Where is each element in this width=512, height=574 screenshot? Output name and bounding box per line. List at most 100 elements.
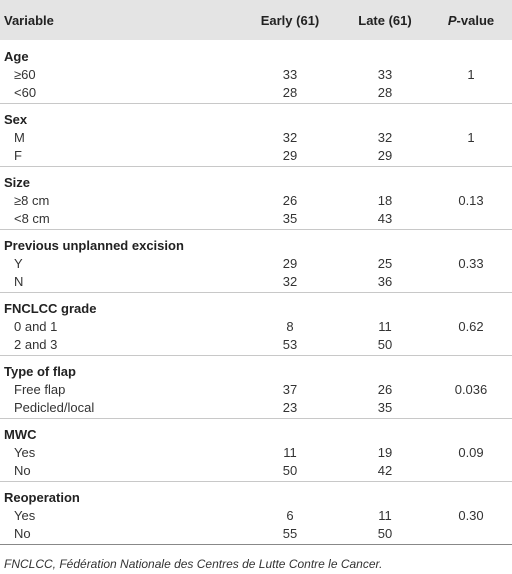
- data-row: M 32 32 1: [0, 128, 512, 147]
- early-cell: 11: [283, 445, 297, 460]
- row-label: No: [0, 525, 240, 545]
- data-row: No 50 42: [0, 462, 512, 482]
- empty-cell: [430, 273, 512, 293]
- data-row: Yes 6 11 0.30: [0, 506, 512, 525]
- footnote: FNCLCC, Fédération Nationale des Centres…: [4, 557, 383, 571]
- late-cell: 50: [340, 336, 430, 356]
- group-label: Size: [4, 175, 31, 190]
- data-row: <8 cm 35 43: [0, 210, 512, 230]
- p-value-cell: 0.33: [458, 256, 484, 271]
- group-row: Size: [0, 166, 512, 191]
- p-value-cell: 0.09: [458, 445, 484, 460]
- late-cell: 33: [377, 67, 393, 82]
- late-cell: 29: [340, 147, 430, 167]
- row-label: M: [14, 130, 25, 145]
- early-cell: 6: [286, 508, 294, 523]
- empty-cell: [430, 210, 512, 230]
- row-label: No: [0, 462, 240, 482]
- empty-cell: [430, 399, 512, 419]
- late-cell: 18: [377, 193, 393, 208]
- empty-cell: [430, 462, 512, 482]
- row-label: <60: [0, 84, 240, 104]
- early-cell: 32: [282, 130, 298, 145]
- group-label: Previous unplanned excision: [4, 238, 184, 253]
- p-value-cell: 1: [467, 130, 475, 145]
- late-cell: 11: [378, 319, 392, 334]
- group-label: MWC: [4, 427, 37, 442]
- early-cell: 32: [240, 273, 340, 293]
- group-row: Previous unplanned excision: [0, 229, 512, 254]
- late-cell: 19: [377, 445, 393, 460]
- group-label: FNCLCC grade: [4, 301, 97, 316]
- early-cell: 35: [240, 210, 340, 230]
- early-cell: 33: [282, 67, 298, 82]
- p-value-cell: 0.62: [458, 319, 484, 334]
- header-cell: Variable: [4, 12, 54, 28]
- data-row: No 55 50: [0, 525, 512, 545]
- row-label: 0 and 1: [14, 319, 58, 334]
- early-cell: 50: [240, 462, 340, 482]
- early-cell: 37: [282, 382, 298, 397]
- group-row: Reoperation: [0, 481, 512, 506]
- header-cell: Early (61): [260, 12, 320, 28]
- table-body: Age ≥60 33 33 1 <60 28 28 Sex M 32 32 1 F 29 29 Size ≥8 c…: [0, 40, 512, 545]
- data-row: Y 29 25 0.33: [0, 254, 512, 273]
- group-row: Sex: [0, 103, 512, 128]
- early-cell: 29: [282, 256, 298, 271]
- early-cell: 29: [240, 147, 340, 167]
- row-label: Yes: [14, 445, 36, 460]
- group-row: Age: [0, 40, 512, 65]
- row-label: N: [0, 273, 240, 293]
- row-label: Y: [14, 256, 23, 271]
- early-cell: 55: [240, 525, 340, 545]
- p-value-cell: 0.30: [458, 508, 484, 523]
- empty-cell: [430, 336, 512, 356]
- late-cell: 11: [378, 508, 392, 523]
- early-cell: 53: [240, 336, 340, 356]
- early-cell: 23: [240, 399, 340, 419]
- row-label: Free flap: [14, 382, 66, 397]
- row-label: Pedicled/local: [0, 399, 240, 419]
- group-label: Reoperation: [4, 490, 80, 505]
- header-cell: P-value: [430, 0, 512, 40]
- group-row: MWC: [0, 418, 512, 443]
- late-cell: 43: [340, 210, 430, 230]
- group-label: Type of flap: [4, 364, 76, 379]
- early-cell: 28: [240, 84, 340, 104]
- data-row: ≥60 33 33 1: [0, 65, 512, 84]
- p-value-cell: 1: [467, 67, 475, 82]
- group-row: Type of flap: [0, 355, 512, 380]
- late-cell: 35: [340, 399, 430, 419]
- data-row: F 29 29: [0, 147, 512, 167]
- empty-cell: [430, 525, 512, 545]
- data-row: 0 and 1 8 11 0.62: [0, 317, 512, 336]
- late-cell: 50: [340, 525, 430, 545]
- data-row: Pedicled/local 23 35: [0, 399, 512, 419]
- early-cell: 26: [282, 193, 298, 208]
- p-value-cell: 0.036: [454, 382, 488, 397]
- row-label: 2 and 3: [0, 336, 240, 356]
- row-label: F: [0, 147, 240, 167]
- late-cell: 28: [340, 84, 430, 104]
- empty-cell: [430, 147, 512, 167]
- row-label: ≥60: [14, 67, 36, 82]
- data-row: N 32 36: [0, 273, 512, 293]
- data-row: <60 28 28: [0, 84, 512, 104]
- data-table: Variable Early (61) Late (61) P-value Ag…: [0, 0, 512, 545]
- data-row: Free flap 37 26 0.036: [0, 380, 512, 399]
- row-label: <8 cm: [0, 210, 240, 230]
- header-cell: Late (61): [358, 12, 412, 28]
- row-label: ≥8 cm: [14, 193, 50, 208]
- empty-cell: [430, 84, 512, 104]
- early-cell: 8: [286, 319, 294, 334]
- header-row: Variable Early (61) Late (61) P-value: [0, 0, 512, 40]
- late-cell: 26: [377, 382, 393, 397]
- group-label: Age: [4, 49, 29, 64]
- header-text: P-value: [447, 12, 495, 28]
- late-cell: 32: [377, 130, 393, 145]
- data-row: Yes 11 19 0.09: [0, 443, 512, 462]
- row-label: Yes: [14, 508, 36, 523]
- group-row: FNCLCC grade: [0, 292, 512, 317]
- p-value-cell: 0.13: [458, 193, 484, 208]
